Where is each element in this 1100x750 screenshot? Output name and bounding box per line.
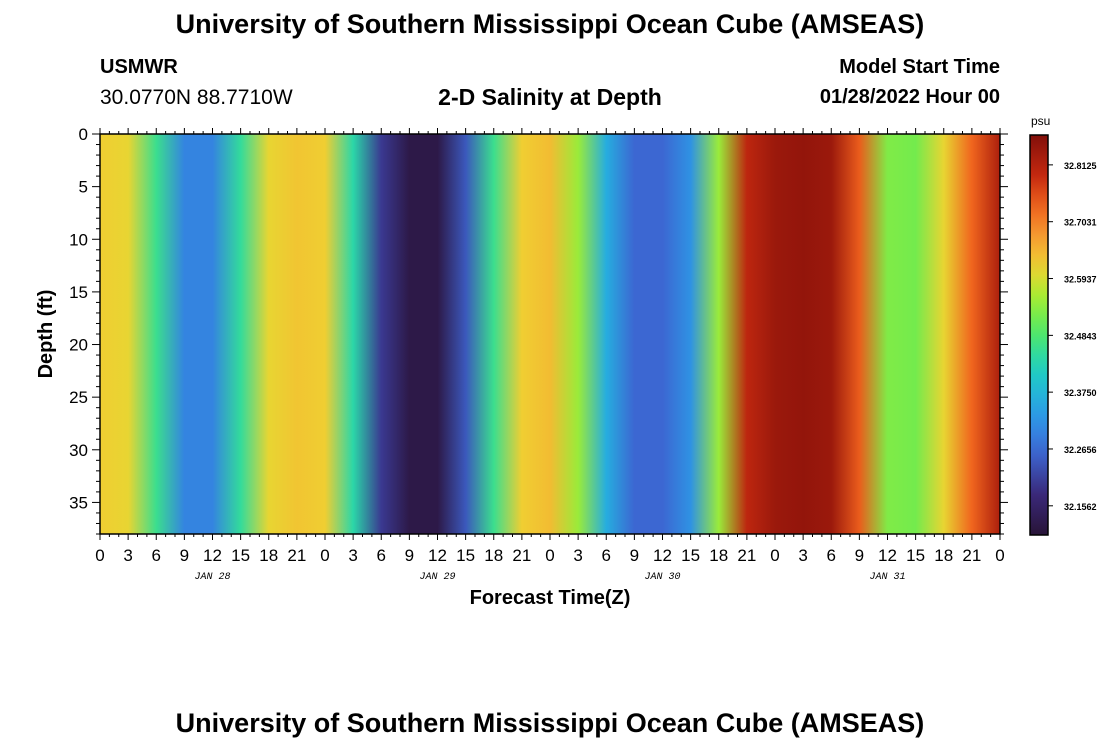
model-start-label: Model Start Time [839, 56, 1000, 78]
x-tick-label: 12 [428, 546, 447, 565]
x-tick-label: 18 [484, 546, 503, 565]
x-tick-label: 0 [545, 546, 554, 565]
y-tick-label: 15 [69, 283, 88, 302]
x-tick-label: 6 [827, 546, 836, 565]
x-tick-label: 18 [934, 546, 953, 565]
date-label: JAN 29 [419, 572, 455, 583]
colorbar: 32.8125 32.7031 32.5937 32.4843 32.3750 32.26… [1029, 134, 1097, 536]
station-coordinates: 30.0770N 88.7710W [100, 86, 293, 109]
x-tick-label: 6 [152, 546, 161, 565]
colorbar-tick-label: 32.3750 [1064, 388, 1097, 398]
station-name: USMWR [100, 56, 178, 78]
x-tick-label: 3 [573, 546, 582, 565]
x-tick-label: 3 [123, 546, 132, 565]
colorbar-tick-label: 32.4843 [1064, 331, 1097, 341]
y-tick-label: 30 [69, 441, 88, 460]
y-tick-label: 10 [69, 230, 88, 249]
x-tick-label: 12 [878, 546, 897, 565]
model-start-value: 01/28/2022 Hour 00 [819, 86, 1000, 108]
x-tick-label: 0 [995, 546, 1004, 565]
x-tick-label: 6 [377, 546, 386, 565]
colorbar-tick-label: 32.5937 [1064, 275, 1097, 285]
x-tick-label: 12 [203, 546, 222, 565]
colorbar-tick-label: 32.8125 [1064, 161, 1097, 171]
y-tick-label: 25 [69, 388, 88, 407]
x-tick-label: 15 [906, 546, 925, 565]
x-tick-label: 9 [180, 546, 189, 565]
x-axis-label: Forecast Time(Z) [470, 587, 631, 609]
y-axis: 0 5 10 15 20 25 30 35 [69, 125, 1008, 535]
x-tick-label: 6 [602, 546, 611, 565]
y-tick-label: 5 [79, 178, 88, 197]
y-axis-label: Depth (ft) [35, 290, 57, 379]
footer-title: University of Southern Mississippi Ocean… [175, 708, 925, 738]
date-label: JAN 31 [869, 572, 905, 583]
x-tick-label: 9 [630, 546, 639, 565]
y-tick-label: 0 [79, 125, 88, 144]
colorbar-tick-label: 32.2656 [1064, 445, 1097, 455]
colorbar-tick-label: 32.1562 [1064, 502, 1097, 512]
y-tick-label: 35 [69, 493, 88, 512]
x-tick-label: 9 [855, 546, 864, 565]
x-tick-label: 0 [95, 546, 104, 565]
colorbar-scale [1029, 134, 1049, 536]
heatmap-field [100, 134, 1000, 534]
x-tick-label: 0 [320, 546, 329, 565]
x-tick-label: 15 [231, 546, 250, 565]
x-tick-label: 21 [962, 546, 981, 565]
x-tick-label: 21 [512, 546, 531, 565]
x-tick-label: 15 [681, 546, 700, 565]
y-tick-label: 20 [69, 336, 88, 355]
x-tick-label: 18 [709, 546, 728, 565]
date-label: JAN 28 [194, 572, 230, 583]
x-tick-label: 15 [456, 546, 475, 565]
colorbar-unit-label: psu [1031, 114, 1050, 128]
colorbar-tick-label: 32.7031 [1064, 218, 1097, 228]
x-tick-label: 9 [405, 546, 414, 565]
x-tick-label: 3 [348, 546, 357, 565]
x-tick-label: 18 [259, 546, 278, 565]
x-axis: 0 3 6 9 12 15 18 21 0 3 6 9 12 15 18 21 0 3 6 9 12 15 18 21 0 3 6 9… [95, 128, 1005, 583]
x-tick-label: 0 [770, 546, 779, 565]
page-title: University of Southern Mississippi Ocean… [175, 9, 925, 39]
x-tick-label: 12 [653, 546, 672, 565]
plot-title: 2-D Salinity at Depth [438, 84, 662, 110]
x-tick-label: 3 [798, 546, 807, 565]
date-label: JAN 30 [644, 572, 680, 583]
x-tick-label: 21 [737, 546, 756, 565]
x-tick-label: 21 [287, 546, 306, 565]
